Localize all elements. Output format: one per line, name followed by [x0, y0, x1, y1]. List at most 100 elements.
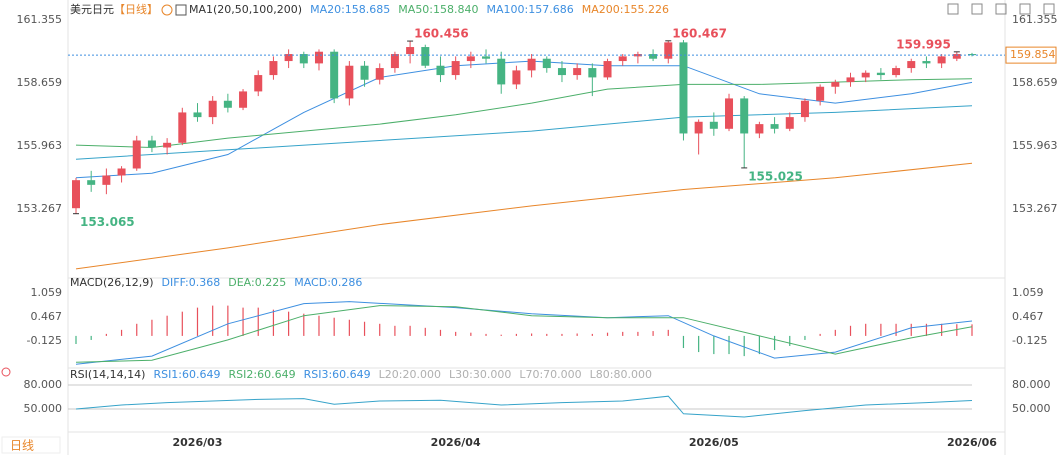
legend-entry: RSI(14,14,14) [70, 368, 145, 381]
candle-body [390, 54, 399, 69]
candle-body [800, 100, 809, 118]
candle-body [193, 112, 202, 118]
legend-entry: L70:70.000 [519, 368, 581, 381]
indicator-icon [175, 4, 187, 16]
candle-body [330, 51, 339, 99]
tool-icon[interactable] [947, 3, 959, 15]
y-tick-label: -0.125 [27, 334, 62, 347]
y-tick-label-right: 1.059 [1012, 286, 1044, 299]
y-tick-label: 0.467 [31, 310, 63, 323]
period-button[interactable] [1, 436, 61, 454]
candle-body [740, 98, 749, 134]
legend-entry: L30:30.000 [449, 368, 511, 381]
price-marker-label: 159.995 [896, 37, 951, 51]
candle-body [269, 61, 278, 76]
settings-icon[interactable] [1, 367, 11, 377]
y-tick-label: 80.000 [24, 378, 63, 391]
indicator-line [75, 162, 973, 270]
legend-entry: RSI3:60.649 [304, 368, 371, 381]
candle-body [436, 65, 445, 76]
x-tick-label: 2026/06 [947, 436, 997, 449]
x-tick-label: 2026/04 [431, 436, 481, 449]
candle-body [482, 56, 491, 59]
candle-body [876, 72, 885, 76]
candle-body [360, 65, 369, 80]
period-button-label[interactable]: 日线 [10, 439, 34, 453]
candle-body [421, 47, 430, 66]
candle-body [132, 140, 141, 169]
candle-body [679, 42, 688, 134]
candle-body [223, 100, 232, 108]
candle-body [861, 72, 870, 78]
legend-entry: L80:80.000 [590, 368, 652, 381]
candle-body [694, 121, 703, 134]
candle-body [254, 75, 263, 92]
candle-body [785, 117, 794, 129]
tool-icon[interactable] [1019, 3, 1031, 15]
legend-entry: DEA:0.225 [228, 276, 286, 289]
candle-body [709, 121, 718, 129]
candle-body [937, 56, 946, 64]
candle-body [649, 54, 658, 59]
collapse-icon[interactable] [161, 4, 173, 16]
tool-icon[interactable] [1043, 3, 1055, 15]
legend-entry: RSI1:60.649 [153, 368, 220, 381]
legend-entry: MA50:158.840 [398, 3, 478, 16]
candle-body [952, 54, 961, 59]
x-tick-label: 2026/05 [689, 436, 739, 449]
candle-body [557, 68, 566, 76]
candle-body [406, 47, 415, 55]
candle-body [117, 168, 126, 176]
candle-body [588, 68, 597, 78]
y-tick-label-right: 158.659 [1012, 76, 1058, 89]
tool-icon[interactable] [971, 3, 983, 15]
candle-body [816, 86, 825, 101]
candle-body [345, 65, 354, 99]
candle-body [603, 61, 612, 78]
candle-body [102, 175, 111, 185]
legend-entry: MACD:0.286 [294, 276, 362, 289]
y-tick-label: 50.000 [24, 402, 63, 415]
tool-icon[interactable] [995, 3, 1007, 15]
candle-body [755, 124, 764, 134]
x-tick-label: 2026/03 [173, 436, 223, 449]
indicator-line [75, 301, 973, 365]
candle-body [147, 140, 156, 148]
indicator-line [75, 105, 973, 160]
y-tick-label: 158.659 [17, 76, 63, 89]
legend-entry: MA200:155.226 [582, 3, 669, 16]
candle-body [542, 58, 551, 69]
y-tick-label-right: 155.963 [1012, 139, 1058, 152]
candle-body [87, 180, 96, 185]
period-label: 【日线】 [114, 2, 158, 16]
candle-body [664, 42, 673, 59]
candle-body [618, 56, 627, 62]
candle-body [163, 142, 172, 148]
candle-body [239, 91, 248, 108]
y-tick-label: 155.963 [17, 139, 63, 152]
candle-body [725, 98, 734, 129]
candle-body [907, 61, 916, 69]
price-marker-label: 155.025 [748, 169, 803, 183]
candle-body [831, 82, 840, 87]
candle-body [573, 68, 582, 76]
candle-body [314, 51, 323, 64]
y-tick-label-right: 161.355 [1012, 13, 1058, 26]
toolbar [947, 3, 1055, 15]
candle-body [968, 54, 976, 56]
candle-body [451, 61, 460, 76]
y-tick-label-right: -0.125 [1012, 334, 1047, 347]
candle-body [770, 124, 779, 129]
candle-body [922, 61, 931, 64]
y-tick-label: 161.355 [17, 13, 63, 26]
candle-body [208, 100, 217, 118]
price-marker-label: 160.456 [414, 27, 469, 41]
legend-entry: MACD(26,12,9) [70, 276, 154, 289]
y-tick-label-right: 80.000 [1012, 378, 1051, 391]
candle-body [72, 180, 80, 209]
candle-body [892, 68, 901, 76]
candle-body [466, 56, 475, 62]
legend-entry: MA20:158.685 [310, 3, 390, 16]
